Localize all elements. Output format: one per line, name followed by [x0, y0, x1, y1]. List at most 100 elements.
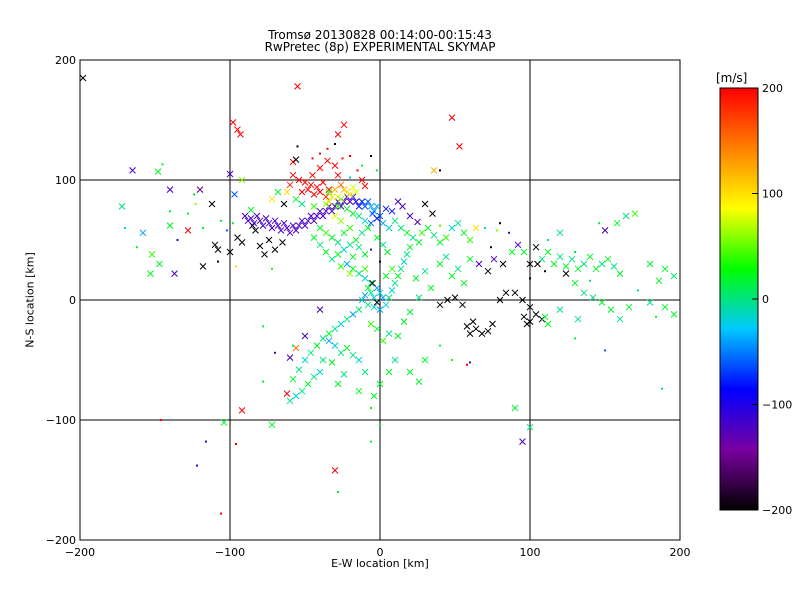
data-point: [331, 162, 339, 169]
data-point: [316, 188, 324, 196]
data-point: [544, 320, 552, 328]
data-point: [322, 248, 330, 256]
data-point: [373, 234, 381, 241]
data-point: [310, 191, 318, 198]
data-point: [196, 186, 204, 193]
data-point: [460, 279, 468, 287]
colorbar-tick-label: 100: [762, 188, 783, 201]
data-point: [171, 270, 178, 277]
data-point: [421, 200, 429, 208]
x-axis-label: E-W location [km]: [331, 557, 429, 570]
data-point: [319, 212, 327, 220]
data-point: [235, 443, 237, 445]
data-point: [295, 366, 303, 373]
data-point: [234, 126, 241, 133]
data-point: [429, 210, 436, 217]
data-point: [655, 315, 657, 318]
data-point: [349, 265, 357, 273]
data-point: [379, 294, 387, 301]
data-point: [316, 306, 324, 313]
data-point: [364, 301, 372, 309]
data-point: [247, 215, 255, 222]
data-point: [456, 143, 463, 150]
data-point: [311, 157, 314, 160]
data-point: [580, 289, 588, 297]
data-point: [289, 375, 297, 383]
data-point: [334, 203, 342, 210]
data-point: [376, 289, 384, 297]
data-point: [271, 267, 273, 270]
data-point: [466, 363, 468, 366]
data-point: [547, 239, 549, 241]
data-point: [370, 392, 378, 400]
data-point: [331, 342, 339, 349]
data-point: [271, 217, 279, 225]
data-point: [319, 335, 327, 342]
chart-title: Tromsø 20130828 00:14:00-00:15:43: [268, 28, 492, 42]
data-point: [373, 325, 381, 333]
data-point: [187, 212, 189, 215]
data-point: [436, 301, 444, 309]
data-point: [156, 260, 163, 268]
data-point: [304, 217, 312, 225]
data-point: [397, 265, 405, 273]
x-tick-label: 0: [377, 546, 384, 559]
data-point: [334, 251, 342, 258]
data-point: [340, 246, 348, 253]
data-point: [373, 299, 381, 306]
colorbar-tick-label: 200: [762, 82, 783, 95]
data-point: [252, 227, 259, 234]
data-point: [319, 356, 327, 364]
data-point: [331, 467, 339, 474]
data-point: [274, 351, 276, 354]
data-point: [289, 222, 297, 229]
data-point: [586, 253, 594, 261]
data-point: [226, 229, 228, 232]
data-point: [262, 215, 270, 222]
data-point: [403, 229, 411, 237]
x-tick-label: −100: [215, 546, 245, 559]
data-point: [307, 212, 315, 220]
data-point: [194, 203, 197, 205]
data-point: [469, 318, 477, 325]
data-point: [316, 224, 324, 232]
data-point: [469, 361, 471, 364]
data-point: [544, 248, 552, 256]
data-point: [361, 217, 369, 225]
data-point: [161, 163, 164, 166]
data-point: [331, 212, 339, 220]
data-point: [430, 231, 438, 239]
data-point: [625, 303, 633, 311]
data-point: [490, 255, 498, 263]
data-point: [361, 182, 369, 190]
data-point: [349, 351, 357, 359]
data-point: [349, 210, 357, 217]
data-point: [237, 131, 244, 138]
data-point: [238, 176, 246, 184]
data-point: [415, 378, 423, 385]
data-point: [337, 217, 345, 225]
data-point: [508, 248, 516, 256]
data-point: [301, 332, 309, 340]
data-point: [313, 183, 321, 191]
data-point: [295, 176, 303, 184]
data-point: [289, 171, 297, 179]
data-point: [466, 236, 474, 244]
data-point: [346, 241, 354, 249]
data-point: [442, 253, 450, 261]
data-point: [355, 306, 363, 313]
data-point: [334, 131, 342, 138]
data-point: [427, 284, 435, 292]
data-point: [466, 330, 474, 337]
data-point: [334, 171, 342, 179]
data-point: [361, 251, 369, 258]
data-point: [589, 294, 597, 301]
data-point: [328, 193, 336, 201]
data-point: [235, 265, 237, 268]
data-point: [382, 205, 390, 213]
data-point: [358, 176, 366, 184]
data-point: [418, 229, 426, 237]
data-point: [367, 203, 375, 210]
data-point: [436, 260, 444, 268]
y-tick-label: 0: [69, 294, 76, 307]
